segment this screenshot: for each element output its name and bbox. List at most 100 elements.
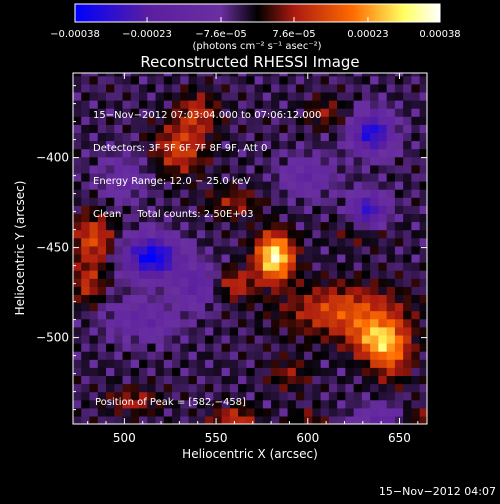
heatmap-cell [147, 326, 157, 336]
heatmap-cell [122, 197, 132, 206]
heatmap-cell [287, 197, 297, 206]
heatmap-cell [320, 108, 330, 117]
heatmap-cell [361, 148, 371, 158]
heatmap-cell [205, 189, 214, 198]
heatmap-cell [213, 343, 223, 352]
heatmap-cell [394, 245, 404, 255]
heatmap-cell [419, 156, 427, 166]
heatmap-cell [328, 399, 338, 409]
heatmap-cell [279, 148, 289, 158]
heatmap-cell [279, 359, 289, 368]
heatmap-cell [221, 399, 231, 409]
heatmap-cell [304, 197, 313, 206]
heatmap-cell [147, 383, 157, 393]
heatmap-cell [287, 270, 297, 279]
heatmap-cell [403, 270, 413, 279]
heatmap-cell [155, 359, 165, 368]
heatmap-cell [419, 229, 427, 239]
heatmap-cell [345, 343, 355, 352]
heatmap-cell [188, 367, 198, 376]
heatmap-cell [147, 415, 157, 424]
heatmap-cell [370, 302, 379, 312]
heatmap-cell [320, 294, 330, 304]
heatmap-cell [114, 415, 124, 424]
heatmap-cell [419, 334, 427, 344]
heatmap-cell [304, 415, 313, 424]
heatmap-cell [361, 399, 371, 409]
heatmap-cell [97, 108, 107, 117]
heatmap-cell [378, 91, 388, 101]
heatmap-cell [163, 164, 173, 174]
heatmap-cell [403, 213, 413, 223]
heatmap-cell [353, 75, 363, 85]
heatmap-cell [320, 124, 330, 133]
heatmap-cell [73, 213, 82, 223]
heatmap-cell [155, 237, 165, 247]
heatmap-cell [287, 334, 297, 344]
heatmap-cell [246, 172, 256, 182]
heatmap-cell [238, 399, 247, 409]
heatmap-cell [147, 132, 157, 142]
heatmap-cell [89, 181, 99, 190]
heatmap-cell [213, 294, 223, 304]
heatmap-cell [246, 399, 256, 409]
heatmap-cell [229, 116, 239, 125]
heatmap-cell [246, 310, 256, 320]
heatmap-cell [89, 278, 99, 287]
heatmap-cell [180, 83, 190, 93]
heatmap-cell [295, 399, 305, 409]
heatmap-cell [106, 181, 115, 190]
heatmap-cell [361, 140, 371, 150]
heatmap-cell [320, 326, 330, 336]
heatmap-cell [312, 124, 322, 133]
heatmap-cell [361, 100, 371, 109]
heatmap-cell [370, 245, 379, 255]
heatmap-cell [262, 253, 272, 263]
heatmap-cell [97, 334, 107, 344]
heatmap-cell [353, 221, 363, 231]
heatmap-cell [320, 391, 330, 401]
heatmap-cell [337, 83, 346, 93]
heatmap-cell [361, 172, 371, 182]
heatmap-cell [172, 270, 181, 279]
heatmap-cell [386, 75, 396, 85]
heatmap-cell [361, 73, 371, 77]
heatmap-cell [304, 334, 313, 344]
heatmap-cell [337, 229, 346, 239]
heatmap-cell [386, 124, 396, 133]
heatmap-cell [205, 415, 214, 424]
heatmap-cell [246, 391, 256, 401]
heatmap-cell [213, 83, 223, 93]
heatmap-cell [114, 156, 124, 166]
heatmap-cell [147, 75, 157, 85]
heatmap-cell [295, 189, 305, 198]
heatmap-cell [254, 318, 264, 328]
heatmap-cell [295, 351, 305, 360]
heatmap-cell [229, 73, 239, 77]
heatmap-cell [419, 391, 427, 401]
heatmap-cell [196, 310, 206, 320]
heatmap-cell [370, 359, 379, 368]
heatmap-cell [411, 375, 421, 385]
heatmap-cell [188, 91, 198, 101]
heatmap-cell [163, 132, 173, 142]
heatmap-cell [221, 310, 231, 320]
heatmap-cell [147, 351, 157, 360]
heatmap-cell [155, 391, 165, 401]
heatmap-cell [345, 75, 355, 85]
heatmap-cell [345, 73, 355, 77]
heatmap-cell [97, 367, 107, 376]
heatmap-cell [419, 253, 427, 263]
heatmap-cell [238, 294, 247, 304]
heatmap-cell [328, 124, 338, 133]
heatmap-cell [238, 310, 247, 320]
heatmap-cell [328, 262, 338, 271]
heatmap-cell [386, 407, 396, 417]
heatmap-cell [172, 156, 181, 166]
heatmap-cell [394, 237, 404, 247]
heatmap-cell [370, 415, 379, 424]
heatmap-cell [304, 351, 313, 360]
heatmap-cell [180, 132, 190, 142]
heatmap-cell [411, 229, 421, 239]
heatmap-cell [97, 189, 107, 198]
